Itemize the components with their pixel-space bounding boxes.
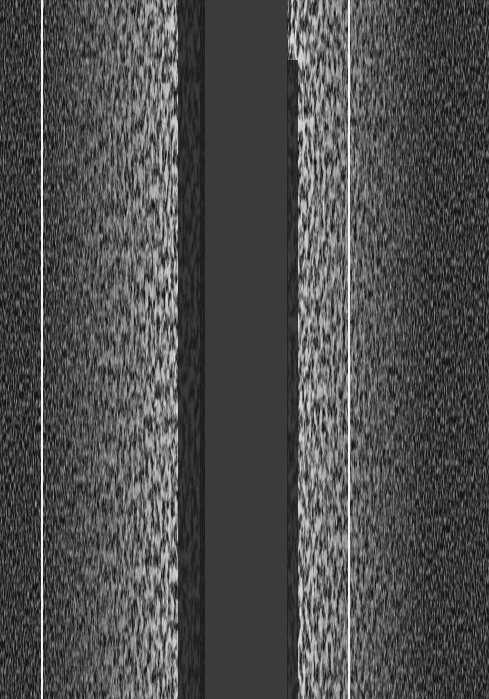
sonar-image <box>0 0 489 699</box>
left-seabed-returns <box>40 0 200 699</box>
right-shadow <box>286 60 298 699</box>
right-seabed-returns <box>288 0 428 699</box>
water-column <box>205 0 287 699</box>
left-shadow <box>178 0 206 699</box>
page <box>0 0 489 699</box>
